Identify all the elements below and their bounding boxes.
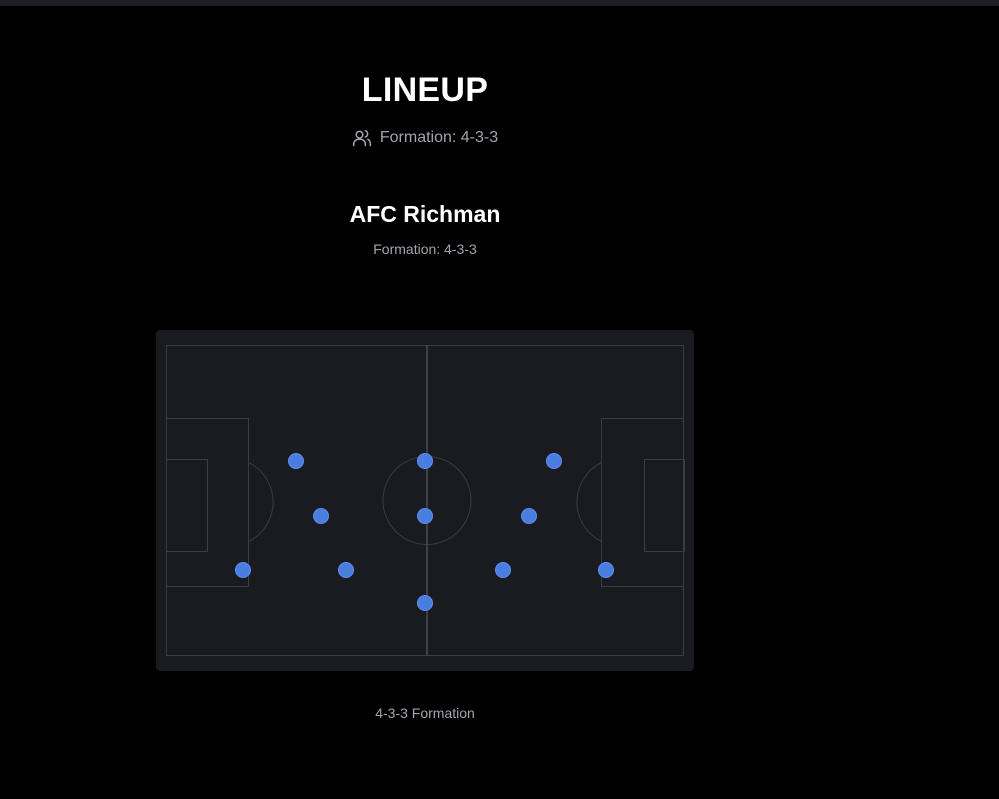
player-marker-cb[interactable] xyxy=(338,562,354,578)
right-goal-area xyxy=(644,459,685,552)
player-marker-rb[interactable] xyxy=(598,562,614,578)
page-title: LINEUP xyxy=(361,71,489,109)
player-marker-lb[interactable] xyxy=(235,562,251,578)
player-marker-gk[interactable] xyxy=(417,595,433,611)
left-penalty-arc xyxy=(248,462,274,542)
player-marker-cb[interactable] xyxy=(495,562,511,578)
player-marker-st[interactable] xyxy=(417,453,433,469)
team-formation: Formation: 4-3-3 xyxy=(373,241,477,257)
right-penalty-arc xyxy=(576,462,602,542)
player-marker-rw[interactable] xyxy=(546,453,562,469)
player-marker-cm[interactable] xyxy=(521,508,537,524)
right-penalty-area xyxy=(601,418,684,587)
player-marker-cm[interactable] xyxy=(313,508,329,524)
users-icon xyxy=(352,128,372,148)
pitch-card xyxy=(156,330,694,671)
formation-label: Formation: 4-3-3 xyxy=(379,129,499,146)
team-name: AFC Richman xyxy=(349,201,501,227)
formation-summary: Formation: 4-3-3 xyxy=(156,126,694,150)
pitch xyxy=(166,345,685,656)
left-goal-area xyxy=(166,459,208,552)
player-marker-lw[interactable] xyxy=(288,453,304,469)
player-marker-cm[interactable] xyxy=(417,508,433,524)
players xyxy=(235,453,614,611)
formation-caption: 4-3-3 Formation xyxy=(375,705,475,721)
window-top-bar xyxy=(0,0,999,6)
